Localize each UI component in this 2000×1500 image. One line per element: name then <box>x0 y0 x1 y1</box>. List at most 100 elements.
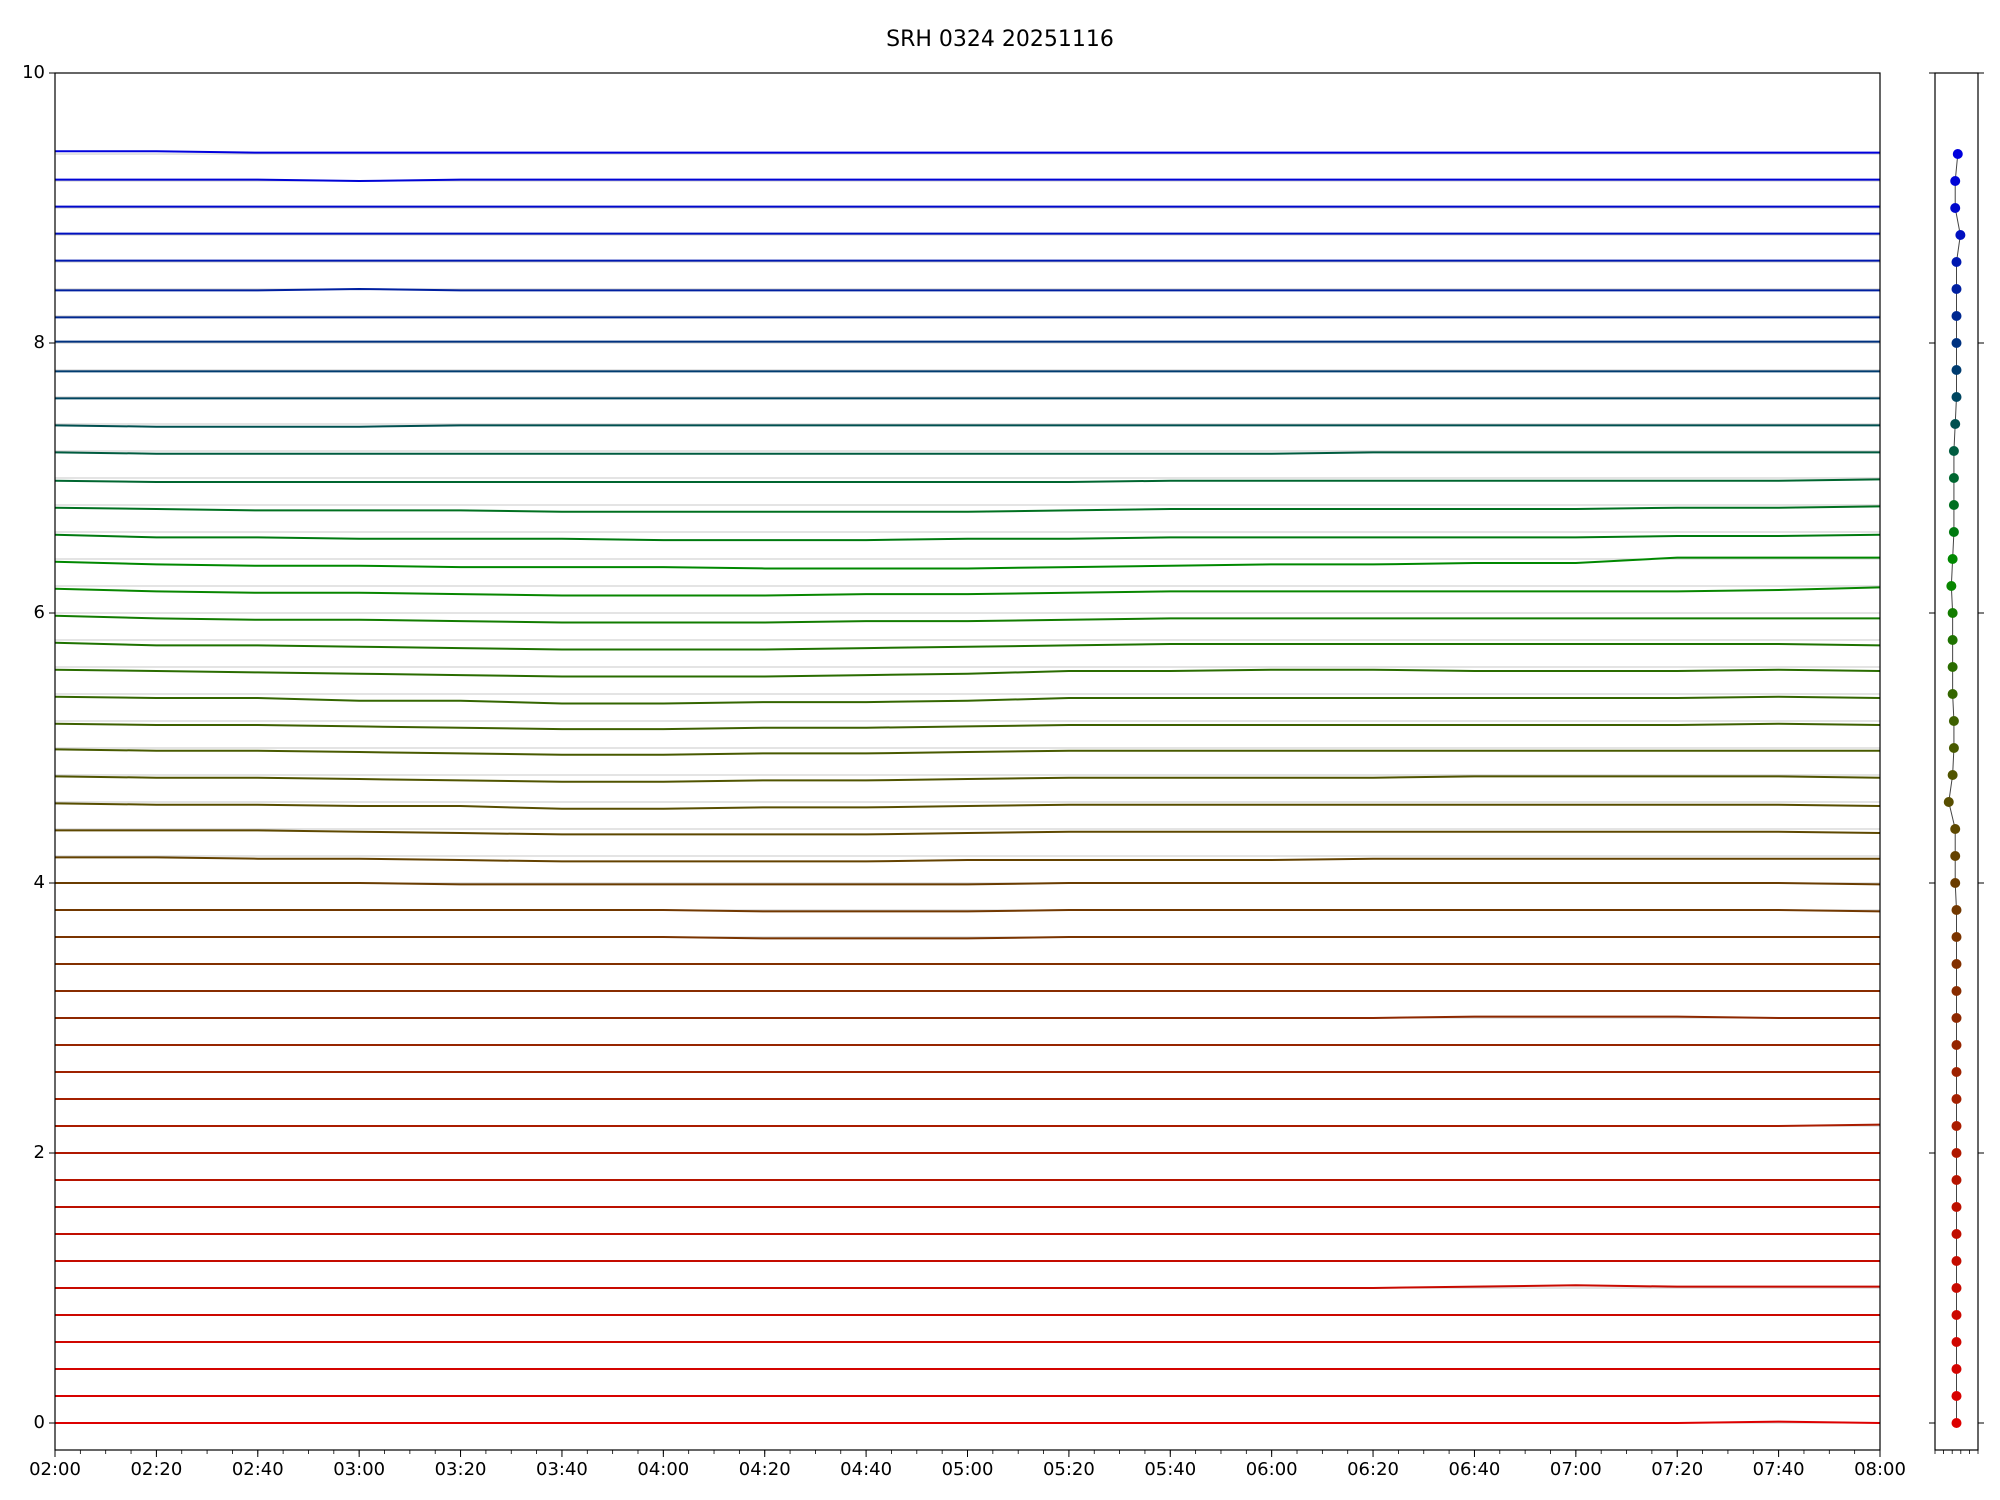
panel-dot <box>1948 446 1959 456</box>
panel-dot <box>1948 527 1959 537</box>
x-tick-label: 07:20 <box>1651 1459 1703 1480</box>
trace <box>54 722 1881 731</box>
trace <box>55 150 1880 154</box>
panel-dot <box>1951 338 1962 348</box>
x-tick-label: 03:20 <box>435 1459 487 1480</box>
panel-dot <box>1951 1148 1962 1158</box>
y-tick-label: 0 <box>34 1412 45 1433</box>
panel-dot <box>1951 905 1962 915</box>
trace <box>54 668 1881 678</box>
panel-dot <box>1946 581 1957 591</box>
trace <box>55 829 1881 836</box>
panel-dot <box>1951 1013 1962 1023</box>
panel-dot <box>1951 392 1962 402</box>
panel-dot <box>1951 1121 1962 1131</box>
panel-dot <box>1951 959 1962 969</box>
trace <box>55 1420 1881 1424</box>
panel-dot <box>1947 662 1958 672</box>
trace <box>55 909 1881 913</box>
y-tick-label: 4 <box>34 872 45 893</box>
trace <box>55 1284 1880 1289</box>
panel-dot <box>1950 878 1961 888</box>
panel-dot <box>1951 1067 1962 1077</box>
panel-dot <box>1948 743 1959 753</box>
panel-dot <box>1951 932 1962 942</box>
panel-dot <box>1948 500 1959 510</box>
x-tick-label: 06:40 <box>1449 1459 1501 1480</box>
trace <box>55 856 1880 863</box>
panel-dot <box>1947 554 1958 564</box>
x-tick-label: 08:00 <box>1854 1459 1906 1480</box>
y-tick-label: 6 <box>34 602 45 623</box>
panel-dot <box>1951 1040 1962 1050</box>
panel-dot <box>1951 1364 1962 1374</box>
panel-dot <box>1950 176 1961 186</box>
panel-dot <box>1950 824 1961 834</box>
panel-dot <box>1948 473 1959 483</box>
trace <box>54 802 1881 810</box>
panel-dot <box>1951 1256 1962 1266</box>
trace <box>54 695 1881 705</box>
y-tick-label: 10 <box>22 62 45 83</box>
panel-dot <box>1947 608 1958 618</box>
trace <box>54 641 1881 651</box>
panel-dot <box>1951 257 1962 267</box>
trace <box>55 1015 1880 1019</box>
trace <box>55 882 1881 886</box>
x-tick-label: 02:00 <box>29 1459 81 1480</box>
panel-dot <box>1951 1229 1962 1239</box>
panel-dot <box>1951 1283 1962 1293</box>
trace <box>55 178 1880 183</box>
x-tick-label: 02:40 <box>232 1459 284 1480</box>
y-tick-label: 2 <box>34 1142 45 1163</box>
trace <box>54 586 1881 597</box>
x-tick-label: 05:40 <box>1144 1459 1196 1480</box>
panel-dot <box>1947 770 1958 780</box>
trace <box>55 1123 1881 1127</box>
x-tick-label: 04:20 <box>739 1459 791 1480</box>
trace <box>54 556 1880 570</box>
x-tick-label: 05:00 <box>942 1459 994 1480</box>
panel-dot <box>1951 1202 1962 1212</box>
panel-dot <box>1951 284 1962 294</box>
x-tick-label: 07:40 <box>1753 1459 1805 1480</box>
panel-frame <box>1934 72 1979 1451</box>
panel-dot <box>1951 1094 1962 1104</box>
panel-dot <box>1951 1391 1962 1401</box>
panel-dot <box>1951 1310 1962 1320</box>
x-tick-label: 04:40 <box>840 1459 892 1480</box>
x-tick-label: 03:00 <box>333 1459 385 1480</box>
trace <box>54 451 1880 455</box>
panel-dot <box>1948 716 1959 726</box>
trace <box>54 478 1881 484</box>
panel-dot <box>1950 851 1961 861</box>
panel-dot <box>1947 689 1958 699</box>
panel-dot <box>1951 1175 1962 1185</box>
panel-dot <box>1951 1337 1962 1347</box>
panel-dot <box>1951 986 1962 996</box>
x-tick-label: 06:00 <box>1246 1459 1298 1480</box>
panel-dot <box>1947 635 1958 645</box>
panel-dot <box>1951 365 1962 375</box>
x-tick-label: 03:40 <box>536 1459 588 1480</box>
panel-dot <box>1943 797 1954 807</box>
x-tick-label: 06:20 <box>1347 1459 1399 1480</box>
x-tick-label: 02:20 <box>130 1459 182 1480</box>
panel-dot <box>1955 230 1966 240</box>
trace <box>54 424 1880 428</box>
panel-dot <box>1952 149 1963 159</box>
panel-dot <box>1951 1418 1962 1428</box>
panel-dot <box>1950 419 1961 429</box>
trace <box>54 614 1880 624</box>
trace <box>55 936 1880 940</box>
plot-frame <box>54 72 1881 1451</box>
x-tick-label: 04:00 <box>637 1459 689 1480</box>
trace <box>55 287 1880 292</box>
chart-title: SRH 0324 20251116 <box>886 27 1114 52</box>
trace <box>54 533 1881 542</box>
x-tick-label: 07:00 <box>1550 1459 1602 1480</box>
trace <box>54 748 1880 756</box>
panel-dot <box>1950 203 1961 213</box>
